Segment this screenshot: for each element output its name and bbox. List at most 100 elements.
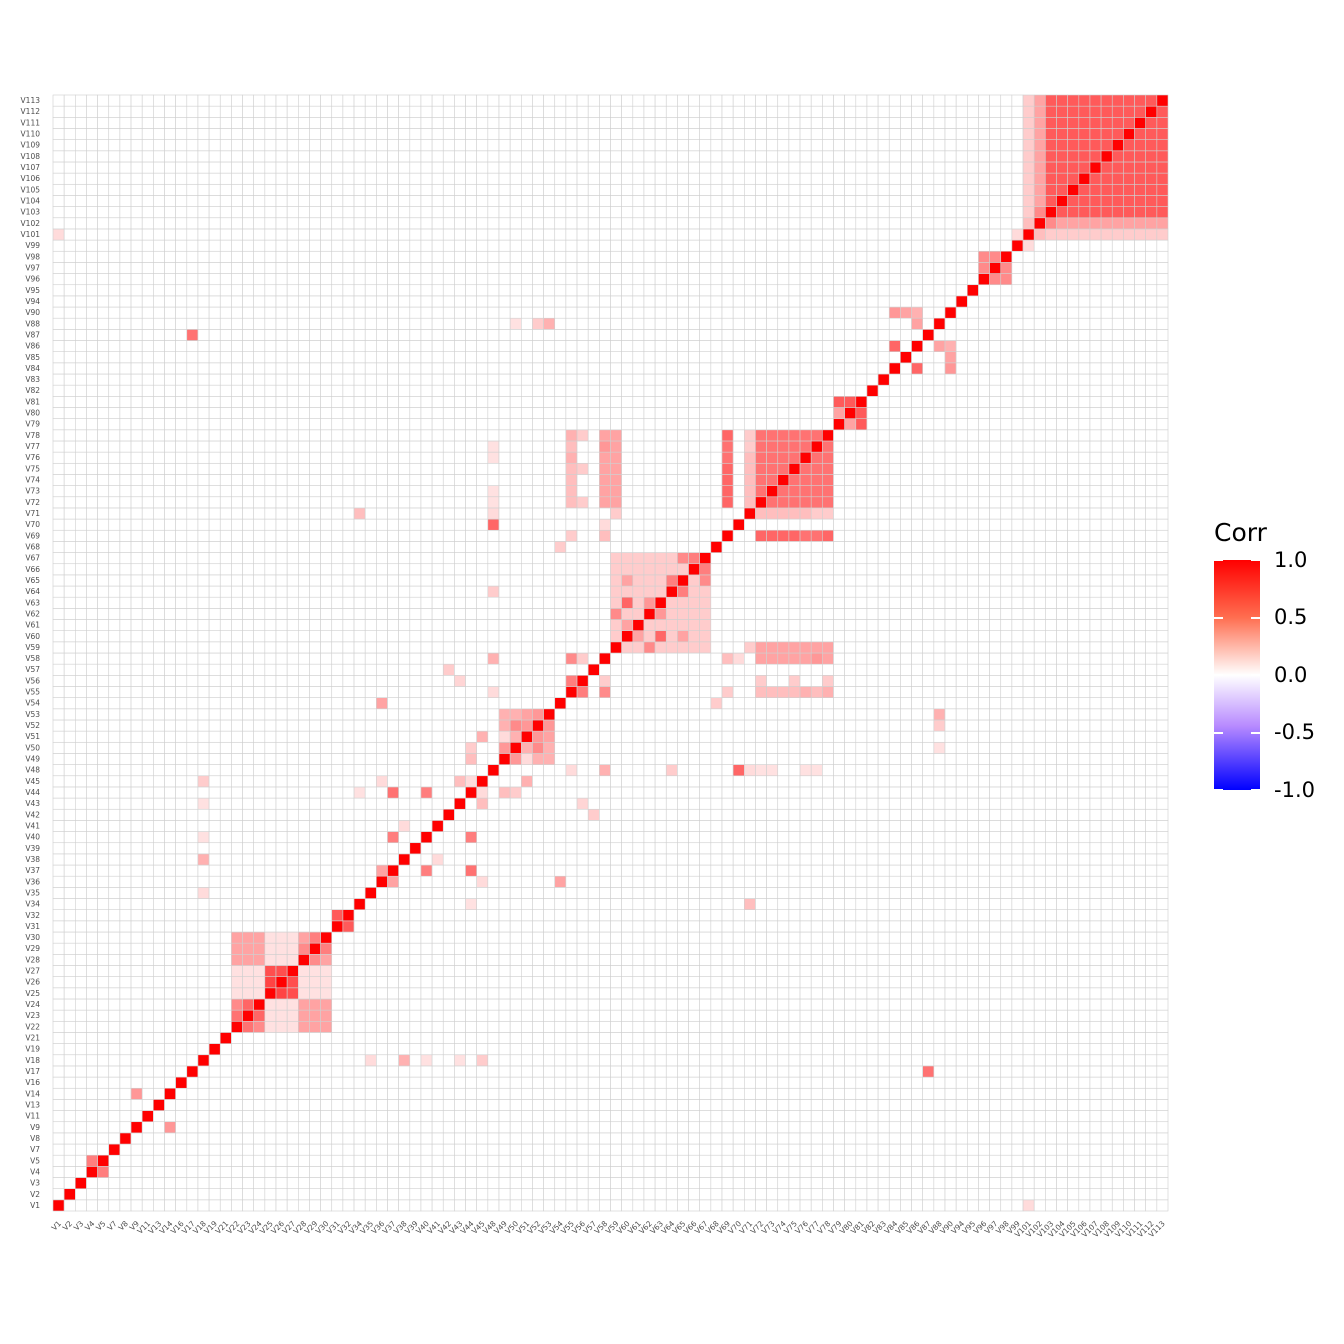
heatmap-cell [442, 1054, 455, 1067]
heatmap-cell [465, 641, 477, 654]
heatmap-cell [119, 117, 132, 129]
heatmap-cell [219, 150, 232, 163]
heatmap-cell [398, 1110, 411, 1123]
heatmap-cell [420, 730, 433, 743]
heatmap-cell [175, 686, 188, 698]
heatmap-cell [554, 619, 567, 631]
heatmap-cell [376, 1143, 388, 1156]
heatmap-cell [141, 1054, 154, 1067]
heatmap-cell [509, 708, 522, 721]
heatmap-cell [242, 842, 255, 855]
heatmap-cell [409, 563, 422, 576]
heatmap-cell [420, 183, 433, 196]
heatmap-cell [376, 451, 388, 464]
heatmap-cell [75, 808, 87, 821]
heatmap-cell [331, 1087, 344, 1100]
heatmap-cell [86, 1177, 98, 1189]
heatmap-cell [264, 708, 277, 721]
heatmap-cell [75, 1054, 87, 1067]
heatmap-cell [409, 172, 422, 185]
heatmap-cell [587, 128, 600, 140]
heatmap-cell [431, 954, 444, 966]
heatmap-cell [520, 1043, 533, 1056]
heatmap-cell [442, 619, 455, 631]
heatmap-cell [119, 1143, 132, 1156]
heatmap-cell [409, 139, 422, 152]
heatmap-cell [532, 719, 544, 732]
heatmap-cell [219, 998, 232, 1011]
heatmap-cell [164, 407, 176, 419]
heatmap-cell [376, 686, 388, 698]
heatmap-cell [275, 273, 288, 286]
heatmap-cell [587, 563, 600, 576]
heatmap-cell [130, 954, 143, 966]
heatmap-cell [75, 574, 87, 587]
heatmap-cell [231, 585, 243, 598]
heatmap-cell [153, 875, 165, 888]
heatmap-cell [219, 1177, 232, 1189]
heatmap-cell [130, 1166, 143, 1178]
heatmap-cell [420, 987, 433, 1000]
heatmap-cell [153, 652, 165, 665]
heatmap-cell [219, 596, 232, 609]
heatmap-cell [153, 273, 165, 286]
heatmap-cell [465, 764, 477, 777]
heatmap-cell [108, 250, 121, 263]
heatmap-cell [186, 150, 199, 163]
heatmap-cell [331, 396, 344, 408]
heatmap-cell [576, 462, 589, 475]
heatmap-cell [108, 552, 121, 565]
heatmap-cell [409, 965, 422, 977]
heatmap-cell [409, 887, 422, 899]
heatmap-cell [297, 619, 310, 631]
heatmap-cell [476, 117, 489, 129]
heatmap-cell [442, 451, 455, 464]
heatmap-cell [587, 1009, 600, 1022]
heatmap-cell [543, 1043, 556, 1056]
heatmap-cell [164, 440, 176, 453]
heatmap-cell [409, 1032, 422, 1044]
heatmap-cell [242, 831, 255, 844]
heatmap-cell [331, 652, 344, 665]
heatmap-cell [141, 362, 154, 375]
heatmap-cell [97, 340, 110, 352]
heatmap-cell [186, 541, 199, 553]
heatmap-cell [487, 931, 500, 944]
heatmap-cell [275, 797, 288, 810]
heatmap-cell [576, 887, 589, 899]
heatmap-cell [520, 987, 533, 1000]
heatmap-cell [409, 998, 422, 1011]
heatmap-cell [175, 284, 188, 297]
heatmap-cell [420, 1143, 433, 1156]
heatmap-cell [409, 820, 422, 832]
heatmap-cell [498, 920, 511, 933]
heatmap-cell [119, 652, 132, 665]
heatmap-cell [141, 429, 154, 442]
heatmap-cell [353, 942, 366, 955]
heatmap-cell [554, 864, 567, 877]
heatmap-cell [487, 753, 500, 765]
heatmap-cell [587, 1087, 600, 1100]
heatmap-cell [398, 775, 411, 788]
heatmap-cell [164, 239, 176, 252]
heatmap-cell [364, 831, 377, 844]
heatmap-cell [219, 529, 232, 542]
heatmap-cell [487, 496, 500, 509]
heatmap-cell [543, 451, 556, 464]
heatmap-cell [297, 708, 310, 721]
heatmap-cell [208, 641, 221, 654]
heatmap-cell [587, 518, 600, 531]
heatmap-cell [153, 1166, 165, 1178]
heatmap-cell [532, 574, 544, 587]
heatmap-cell [442, 518, 455, 531]
heatmap-cell [186, 362, 199, 375]
heatmap-cell [63, 407, 76, 419]
heatmap-cell [309, 1065, 321, 1078]
heatmap-cell [130, 619, 143, 631]
heatmap-cell [208, 1009, 221, 1022]
heatmap-cell [231, 663, 243, 676]
heatmap-cell [253, 1110, 266, 1123]
heatmap-cell [63, 976, 76, 989]
heatmap-cell [387, 552, 399, 565]
heatmap-cell [543, 965, 556, 977]
